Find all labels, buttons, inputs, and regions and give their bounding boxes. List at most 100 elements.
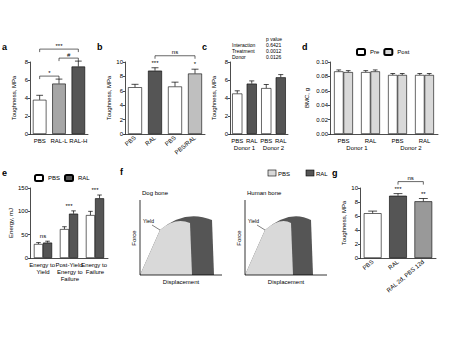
svg-text:Human bone: Human bone <box>247 190 282 196</box>
svg-text:a: a <box>2 42 8 52</box>
svg-text:4: 4 <box>225 95 229 101</box>
svg-text:Donor 1: Donor 1 <box>346 145 368 151</box>
svg-text:0: 0 <box>355 255 359 261</box>
svg-text:PBS: PBS <box>34 138 46 144</box>
svg-text:Failure: Failure <box>59 276 80 282</box>
svg-text:100: 100 <box>18 208 29 214</box>
svg-text:RAL: RAL <box>78 175 90 181</box>
svg-text:Donor 2: Donor 2 <box>400 145 422 151</box>
svg-text:f: f <box>120 167 124 177</box>
svg-text:RAL 2d, PBS 12d: RAL 2d, PBS 12d <box>386 259 426 294</box>
svg-text:Toughness, MPa: Toughness, MPa <box>106 75 112 120</box>
svg-text:c: c <box>202 42 207 52</box>
svg-text:10: 10 <box>116 59 123 65</box>
svg-text:RAL: RAL <box>419 138 431 144</box>
svg-text:PBS: PBS <box>391 138 403 144</box>
svg-text:***: *** <box>151 60 159 66</box>
svg-text:***: *** <box>91 187 99 193</box>
svg-text:0: 0 <box>25 255 29 261</box>
svg-text:Yield: Yield <box>36 269 49 275</box>
svg-text:***: *** <box>394 186 402 192</box>
svg-text:50: 50 <box>21 232 28 238</box>
svg-text:Force: Force <box>236 230 242 246</box>
svg-text:0.06: 0.06 <box>316 88 328 94</box>
svg-text:6: 6 <box>25 77 29 83</box>
svg-text:8: 8 <box>25 59 29 65</box>
svg-text:Toughness, MPa: Toughness, MPa <box>211 75 217 120</box>
svg-text:PBS: PBS <box>278 171 290 177</box>
svg-text:**: ** <box>421 191 426 197</box>
svg-text:Energy to: Energy to <box>55 269 83 275</box>
svg-text:Displacement: Displacement <box>163 279 200 285</box>
svg-text:Post-Yield: Post-Yield <box>55 262 82 268</box>
svg-text:0: 0 <box>120 131 124 137</box>
svg-text:*: * <box>48 70 51 76</box>
svg-text:ns: ns <box>40 233 46 239</box>
svg-text:RAL: RAL <box>275 138 287 144</box>
svg-text:PBS: PBS <box>260 138 272 144</box>
svg-text:4: 4 <box>355 227 359 233</box>
svg-text:0: 0 <box>225 131 229 137</box>
svg-text:PBS: PBS <box>124 135 137 147</box>
svg-text:PBS: PBS <box>164 135 177 147</box>
svg-text:Post: Post <box>397 49 409 55</box>
svg-text:PBS: PBS <box>337 138 349 144</box>
svg-text:PBS/RAL: PBS/RAL <box>174 134 198 155</box>
svg-text:PBS: PBS <box>231 138 243 144</box>
svg-text:Force: Force <box>131 230 137 246</box>
svg-text:PBS: PBS <box>48 175 60 181</box>
svg-text:RAL-L: RAL-L <box>50 138 68 144</box>
svg-text:0.08: 0.08 <box>316 73 328 79</box>
svg-text:Yield: Yield <box>143 218 154 224</box>
svg-text:***: *** <box>55 43 63 49</box>
svg-text:Donor: Donor <box>232 54 246 60</box>
svg-text:4: 4 <box>120 102 124 108</box>
svg-text:Energy, mJ: Energy, mJ <box>8 208 14 238</box>
svg-text:10: 10 <box>351 185 358 191</box>
svg-text:RAL: RAL <box>316 171 328 177</box>
svg-text:RAL-H: RAL-H <box>69 138 87 144</box>
svg-text:0.04: 0.04 <box>316 102 328 108</box>
svg-text:Energy to: Energy to <box>29 262 56 268</box>
svg-text:Toughness, MPa: Toughness, MPa <box>11 75 17 120</box>
svg-text:0: 0 <box>25 131 29 137</box>
svg-text:g: g <box>332 168 338 178</box>
svg-text:ns: ns <box>407 175 413 181</box>
svg-text:Donor 1: Donor 1 <box>234 145 256 151</box>
svg-text:Toughness, MPa: Toughness, MPa <box>341 200 347 245</box>
svg-text:RAL: RAL <box>365 138 377 144</box>
svg-text:RAL: RAL <box>387 258 400 271</box>
svg-text:8: 8 <box>225 59 229 65</box>
svg-text:Energy to: Energy to <box>81 262 108 268</box>
svg-text:2: 2 <box>25 113 29 119</box>
svg-text:2: 2 <box>225 113 229 119</box>
svg-text:6: 6 <box>120 88 124 94</box>
svg-text:0.00: 0.00 <box>316 131 328 137</box>
svg-text:Failure: Failure <box>86 269 105 275</box>
svg-text:8: 8 <box>120 73 124 79</box>
svg-text:b: b <box>97 42 103 52</box>
svg-text:0.0126: 0.0126 <box>266 54 282 60</box>
svg-text:Donor 2: Donor 2 <box>263 145 285 151</box>
svg-text:e: e <box>2 168 7 178</box>
svg-text:4: 4 <box>25 95 29 101</box>
svg-text:Yield: Yield <box>248 218 259 224</box>
svg-text:PBS: PBS <box>362 259 375 271</box>
svg-text:2: 2 <box>355 241 359 247</box>
svg-text:ns: ns <box>172 49 178 55</box>
svg-text:***: *** <box>65 203 73 209</box>
svg-text:#: # <box>67 52 71 58</box>
svg-text:*: * <box>194 61 197 67</box>
svg-text:Dog bone: Dog bone <box>142 190 169 196</box>
svg-text:2: 2 <box>120 117 124 123</box>
svg-text:150: 150 <box>18 185 29 191</box>
svg-text:BMC, g: BMC, g <box>304 88 310 108</box>
svg-text:0.02: 0.02 <box>316 117 328 123</box>
svg-text:6: 6 <box>225 77 229 83</box>
svg-text:Pre: Pre <box>370 49 380 55</box>
svg-text:0.10: 0.10 <box>316 59 328 65</box>
svg-text:8: 8 <box>355 199 359 205</box>
svg-text:6: 6 <box>355 213 359 219</box>
svg-text:RAL: RAL <box>246 138 258 144</box>
svg-text:d: d <box>302 42 308 52</box>
